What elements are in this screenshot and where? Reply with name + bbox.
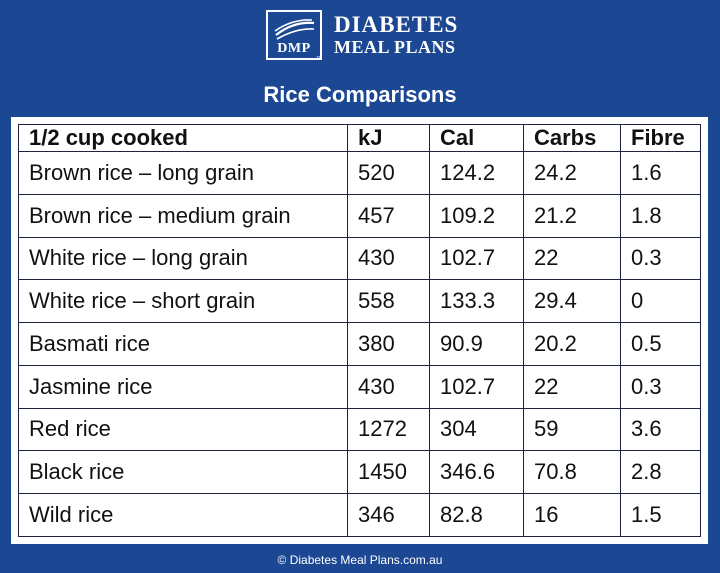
table-cell-cal: 346.6 [429,450,524,495]
table-cell-item: Black rice [18,450,348,495]
table-cell-kj: 346 [347,493,430,537]
rice-comparison-table: 1/2 cup cooked kJ Cal Carbs Fibre Brown rice… [18,124,701,537]
plate-icon [274,19,315,40]
table-cell-carbs: 24.2 [523,151,621,195]
table-cell-carbs: 16 [523,493,621,537]
table-cell-fibre: 1.5 [620,493,701,537]
table-cell-cal: 102.7 [429,236,524,281]
table-cell-fibre: 3.6 [620,407,701,452]
table-cell-cal: 133.3 [429,279,524,324]
table-row: Black rice 1450 346.6 70.8 2.8 [18,450,701,495]
table-row: Red rice 1272 304 59 3.6 [18,407,701,452]
logo-line-1: DIABETES [334,12,459,37]
table-cell-cal: 82.8 [429,493,524,537]
column-header-fibre: Fibre [620,124,701,152]
column-header-carbs: Carbs [523,124,621,152]
table-cell-kj: 558 [347,279,430,324]
table-cell-fibre: 0.5 [620,322,701,366]
table-row: Basmati rice 380 90.9 20.2 0.5 [18,322,701,366]
table-cell-kj: 380 [347,322,430,366]
table-row: Wild rice 346 82.8 16 1.5 [18,493,701,537]
logo-emblem: DMP [266,10,322,60]
trademark-mark: ™ [316,56,322,62]
table-cell-item: White rice – long grain [18,236,348,281]
table-cell-kj: 430 [347,364,430,409]
table-cell-carbs: 29.4 [523,279,621,324]
column-header-item: 1/2 cup cooked [18,124,348,152]
column-header-kj: kJ [347,124,430,152]
table-cell-kj: 1272 [347,407,430,452]
table-cell-cal: 90.9 [429,322,524,366]
table-cell-carbs: 70.8 [523,450,621,495]
logo-wordmark: DIABETES MEAL PLANS [334,12,458,58]
table-row: White rice – short grain 558 133.3 29.4 0 [18,279,701,324]
table-row: Jasmine rice 430 102.7 22 0.3 [18,364,701,409]
table-cell-cal: 109.2 [429,193,524,238]
table-row: White rice – long grain 430 102.7 22 0.3 [18,236,701,281]
table-cell-fibre: 1.6 [620,151,701,195]
table-header-row: 1/2 cup cooked kJ Cal Carbs Fibre [18,124,701,152]
column-header-cal: Cal [429,124,524,152]
table-cell-item: Jasmine rice [18,364,348,409]
table-body: Brown rice – long grain 520 124.2 24.2 1.6 Br… [18,151,701,537]
table-cell-cal: 124.2 [429,151,524,195]
page-title: Rice Comparisons [263,82,457,107]
table-row: Brown rice – long grain 520 124.2 24.2 1.6 [18,151,701,195]
table-cell-item: Brown rice – long grain [18,151,348,195]
table-cell-carbs: 59 [523,407,621,452]
table-cell-item: Wild rice [18,493,348,537]
table-cell-kj: 430 [347,236,430,281]
table-cell-item: White rice – short grain [18,279,348,324]
table-cell-cal: 102.7 [429,364,524,409]
table-cell-carbs: 22 [523,236,621,281]
table-cell-carbs: 21.2 [523,193,621,238]
table-cell-cal: 304 [429,407,524,452]
table-cell-item: Basmati rice [18,322,348,366]
table-cell-item: Red rice [18,407,348,452]
table-cell-fibre: 2.8 [620,450,701,495]
table-cell-fibre: 0.3 [620,364,701,409]
table-cell-kj: 457 [347,193,430,238]
table-cell-fibre: 0 [620,279,701,324]
logo-line-2: MEAL PLANS [334,37,456,57]
logo-abbreviation: DMP [277,41,311,56]
brand-logo: DMP DIABETES MEAL PLANS [266,10,458,60]
table-cell-fibre: 0.3 [620,236,701,281]
table-cell-item: Brown rice – medium grain [18,193,348,238]
table-cell-kj: 1450 [347,450,430,495]
comparison-table-panel: 1/2 cup cooked kJ Cal Carbs Fibre Brown rice… [11,117,708,544]
table-cell-carbs: 22 [523,364,621,409]
copyright-footer: © Diabetes Meal Plans.com.au [277,553,443,567]
table-cell-kj: 520 [347,151,430,195]
table-row: Brown rice – medium grain 457 109.2 21.2 1.8 [18,193,701,238]
table-cell-carbs: 20.2 [523,322,621,366]
table-cell-fibre: 1.8 [620,193,701,238]
